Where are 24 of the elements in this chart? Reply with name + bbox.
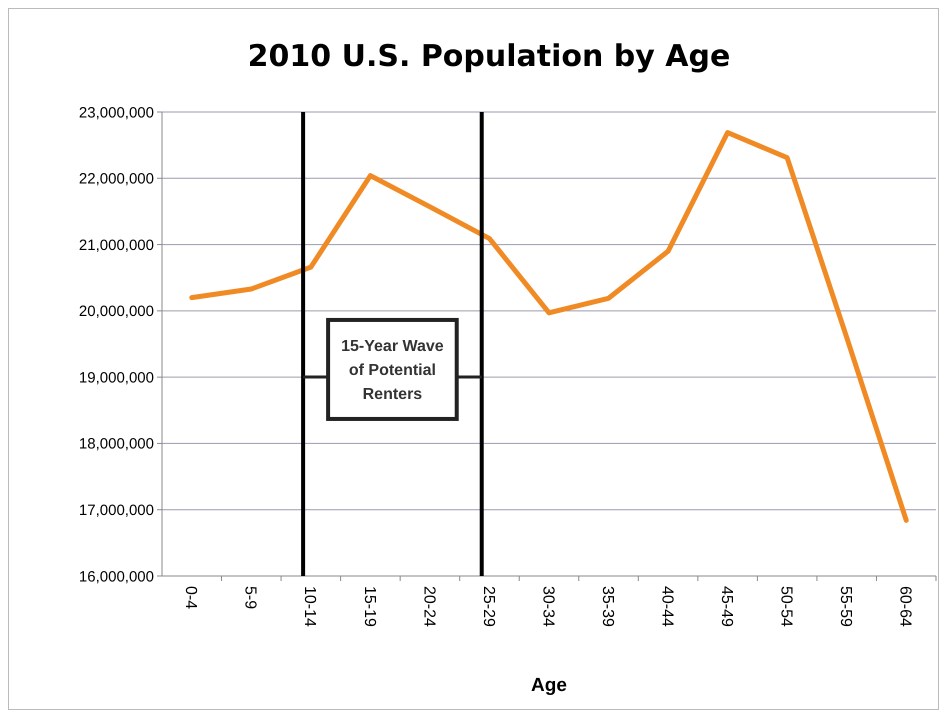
y-tick-label: 19,000,000 [78,369,154,386]
x-tick-label: 30-34 [539,586,556,628]
x-tick-label: 55-59 [837,586,854,628]
x-tick-label: 35-39 [598,586,616,628]
y-tick-label: 16,000,000 [78,568,154,586]
y-tick-label: 20,000,000 [78,303,154,320]
y-tick-label: 22,000,000 [78,170,154,188]
x-tick-label: 25-29 [480,586,497,628]
annotation: 15-Year Wave of Potential Renters [341,338,444,404]
y-tick-label: 17,000,000 [78,502,154,519]
x-axis-title: Age [531,675,567,696]
chart-title: 2010 U.S. Population by Age [248,39,730,74]
y-tick-label: 18,000,000 [78,436,154,453]
x-tick-label: 15-19 [360,586,378,628]
y-tick-label: 21,000,000 [78,236,154,254]
x-tick-label: 60-64 [896,586,914,628]
x-tick-label: 40-44 [658,586,676,628]
x-tick-label: 50-54 [778,586,795,628]
x-tick-label: 20-24 [420,586,438,628]
x-tick-label: 10-14 [301,586,318,628]
x-tick-label: 0-4 [182,586,200,610]
y-tick-label: 23,000,000 [78,104,154,122]
x-tick-label: 45-49 [718,586,736,628]
x-tick-label: 5-9 [242,586,259,610]
